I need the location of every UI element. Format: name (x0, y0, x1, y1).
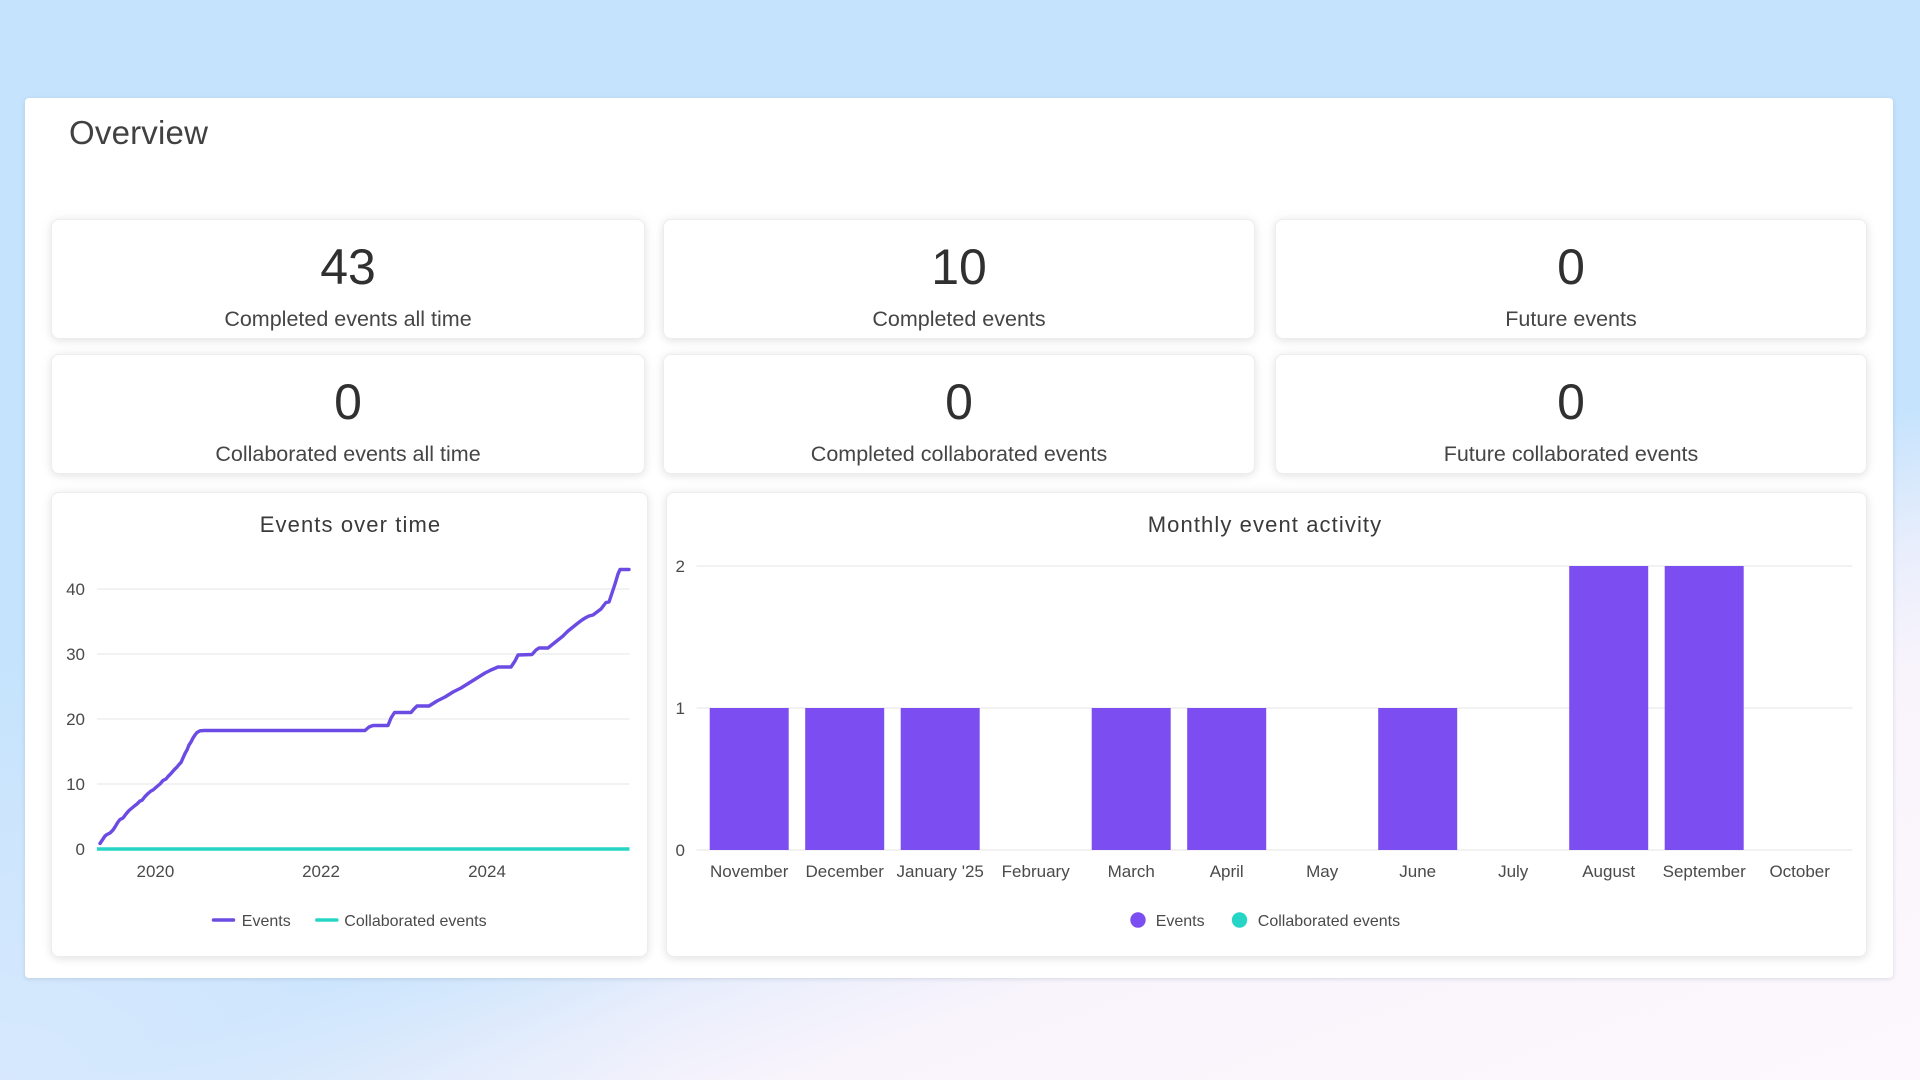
svg-text:September: September (1663, 862, 1746, 881)
svg-text:December: December (805, 862, 884, 881)
svg-text:2020: 2020 (136, 862, 174, 881)
svg-text:February: February (1002, 862, 1071, 881)
svg-text:July: July (1498, 862, 1529, 881)
svg-text:2024: 2024 (468, 862, 506, 881)
svg-text:0: 0 (76, 840, 85, 859)
svg-text:May: May (1306, 862, 1339, 881)
svg-text:30: 30 (66, 645, 85, 664)
svg-text:Events: Events (1156, 913, 1205, 930)
svg-text:April: April (1210, 862, 1244, 881)
svg-text:November: November (710, 862, 789, 881)
svg-text:40: 40 (66, 580, 85, 599)
svg-text:2: 2 (676, 557, 685, 576)
svg-text:20: 20 (66, 710, 85, 729)
svg-text:January '25: January '25 (897, 862, 984, 881)
svg-text:2022: 2022 (302, 862, 340, 881)
svg-text:August: August (1582, 862, 1635, 881)
svg-text:October: October (1769, 862, 1830, 881)
svg-text:Monthly event activity: Monthly event activity (1148, 512, 1383, 537)
svg-text:Collaborated events: Collaborated events (1258, 913, 1400, 930)
svg-text:0: 0 (676, 841, 685, 860)
svg-text:Events: Events (242, 913, 291, 930)
svg-text:1: 1 (676, 699, 685, 718)
svg-text:10: 10 (66, 775, 85, 794)
svg-text:Collaborated events: Collaborated events (344, 913, 486, 930)
svg-text:Events over time: Events over time (260, 512, 441, 537)
svg-text:March: March (1108, 862, 1155, 881)
svg-text:June: June (1399, 862, 1436, 881)
